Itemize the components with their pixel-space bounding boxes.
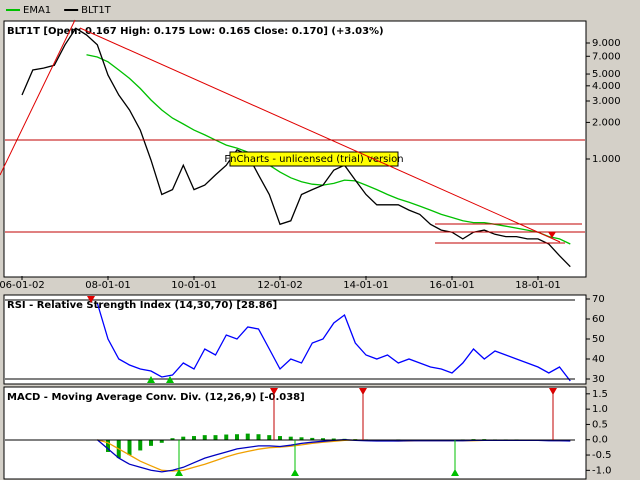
x-tick-label: 12-01-02: [257, 280, 302, 291]
histogram-bar: [213, 435, 218, 440]
y-tick-label: 50: [592, 334, 605, 345]
y-tick-label: 1.000: [592, 154, 621, 165]
trend-line: [0, 19, 76, 176]
y-tick-label: 0.0: [592, 435, 608, 446]
histogram-bar: [278, 436, 282, 440]
histogram-bar: [310, 437, 315, 440]
panel-title: MACD - Moving Average Conv. Div. (12,26,…: [7, 392, 305, 403]
x-tick-label: 06-01-02: [0, 280, 45, 291]
y-tick-label: 1.5: [592, 389, 608, 400]
histogram-bar: [299, 437, 304, 440]
y-tick-label: 9.000: [592, 38, 621, 49]
legend-label: BLT1T: [81, 5, 112, 16]
x-tick-label: 16-01-01: [429, 280, 474, 291]
buy-signal: [147, 376, 155, 383]
histogram-bar: [471, 439, 476, 440]
x-tick-label: 08-01-01: [85, 280, 130, 291]
histogram-bar: [235, 434, 239, 440]
rsi-panel: [3, 294, 587, 385]
y-tick-label: 4.000: [592, 81, 621, 92]
y-tick-label: 30: [592, 374, 605, 385]
watermark-box: [229, 151, 399, 167]
histogram-bar: [106, 439, 110, 452]
x-tick-label: 14-01-01: [343, 280, 388, 291]
histogram-bar: [159, 439, 164, 443]
series-line: [21, 27, 571, 268]
panel-title: BLT1T [Open: 0.167 High: 0.175 Low: 0.16…: [7, 26, 384, 37]
histogram-bar: [256, 434, 261, 440]
buy-signal: [166, 376, 174, 383]
legend-label: EMA1: [23, 5, 51, 16]
y-tick-label: -0.5: [592, 450, 612, 461]
x-tick-label: 10-01-01: [171, 280, 216, 291]
histogram-bar: [170, 438, 175, 440]
histogram-bar: [192, 436, 196, 440]
histogram-bar: [482, 439, 487, 440]
annotations: [0, 19, 585, 476]
price-panel: [3, 20, 587, 278]
histogram-bar: [138, 439, 143, 451]
y-tick-label: 3.000: [592, 96, 621, 107]
histogram-bar: [127, 439, 132, 456]
watermark: FnCharts - unlicensed (trial) version: [224, 154, 403, 165]
x-tick-label: 18-01-01: [515, 280, 560, 291]
y-tick-label: 2.000: [592, 117, 621, 128]
histogram-bar: [149, 439, 153, 446]
y-tick-label: 5.000: [592, 69, 621, 80]
histogram-bar: [181, 436, 186, 440]
y-tick-label: 40: [592, 354, 605, 365]
y-tick-label: 7.000: [592, 51, 621, 62]
series-line: [96, 302, 571, 382]
series-line: [86, 54, 571, 245]
y-tick-label: 0.5: [592, 419, 608, 430]
histogram-bar: [321, 438, 325, 440]
y-tick-label: 70: [592, 294, 605, 305]
panel-title: RSI - Relative Strength Index (14,30,70)…: [7, 300, 277, 311]
y-tick-label: 60: [592, 314, 605, 325]
histogram-bar: [267, 435, 272, 440]
histogram-bar: [202, 435, 207, 440]
y-tick-label: 1.0: [592, 404, 608, 415]
histogram-bar: [288, 436, 293, 440]
sell-signal: [87, 296, 95, 303]
histogram-bar: [331, 438, 336, 440]
histogram-bar: [224, 434, 229, 440]
sell-signal: [548, 232, 556, 238]
y-tick-label: -1.0: [592, 465, 612, 476]
histogram-bar: [245, 433, 250, 440]
trend-line: [79, 27, 561, 243]
